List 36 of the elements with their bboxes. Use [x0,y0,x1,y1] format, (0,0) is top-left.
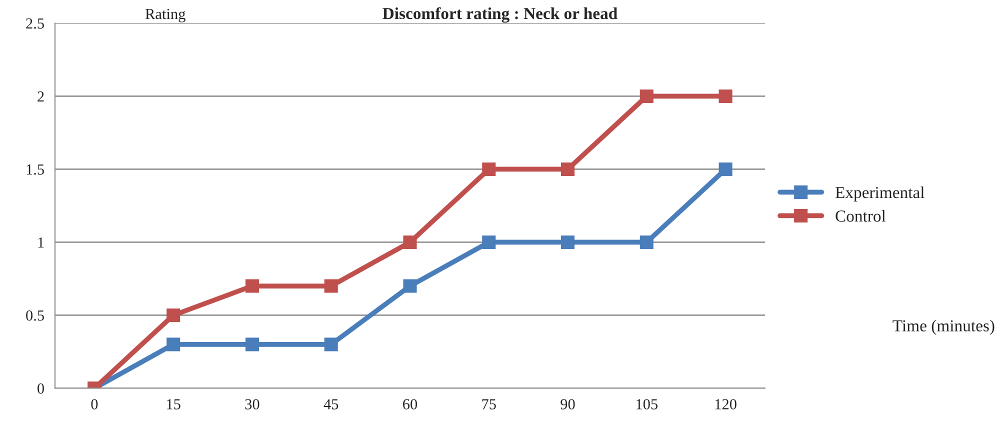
point [561,162,575,176]
x-tick-label: 105 [636,399,658,410]
point [245,279,259,293]
point [640,235,654,249]
x-tick-label: 30 [245,399,260,410]
point [403,235,417,249]
x-tick-label: 75 [482,399,496,410]
chart-title: Discomfort rating : Neck or head [382,7,618,23]
point [482,235,496,249]
y-tick-label: 2.5 [26,18,44,29]
y-tick-label: 0.5 [26,310,44,321]
x-tick-label: 120 [715,399,736,410]
text: Time (minutes) [892,320,994,335]
point [482,162,496,176]
point [324,279,338,293]
point [166,308,180,322]
point [640,89,654,103]
point [403,279,417,293]
y-axis-title: Rating [145,8,186,22]
x-tick-label: 15 [167,399,180,410]
y-tick-label: 0 [38,383,44,394]
point [718,162,732,176]
x-tick-label: 45 [324,399,338,410]
y-tick-label: 1.5 [26,164,44,175]
y-tick-label: 2 [38,91,44,102]
x-tick-label: 60 [403,399,418,410]
point [245,338,259,352]
legend-label: Control [836,210,886,222]
x-tick-label: 0 [91,399,98,410]
legend-label: Experimental [835,186,924,202]
point [718,89,732,103]
x-tick-label: 90 [560,399,575,410]
y-tick-label: 1 [38,237,44,248]
point [324,338,338,352]
point [561,235,575,249]
point [166,338,180,352]
